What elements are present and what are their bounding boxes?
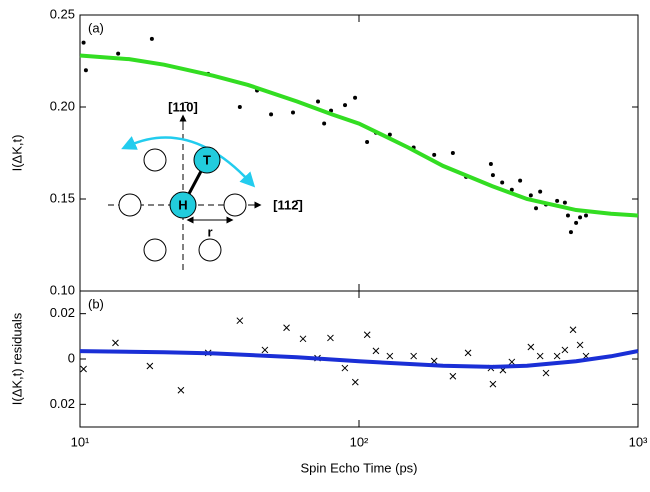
inset-diagram: [11̄0] [112̄] r T H [108, 99, 303, 270]
direction-label: [11̄0] [168, 99, 198, 114]
data-point [365, 139, 370, 144]
data-point [555, 198, 560, 203]
data-point [353, 95, 358, 100]
data-point [83, 68, 88, 73]
data-point [565, 213, 570, 218]
atom-label: H [178, 197, 187, 212]
fit-line [79, 349, 639, 369]
data-cross [261, 346, 269, 354]
data-point [81, 40, 86, 45]
data-cross [527, 343, 535, 351]
data-point [500, 180, 505, 185]
data-cross [576, 341, 584, 349]
x-tick-label: 10² [350, 434, 369, 449]
data-cross [80, 365, 87, 373]
data-point [538, 189, 543, 194]
y-tick-label: 0.25 [50, 6, 75, 21]
data-point [578, 215, 583, 220]
data-cross [341, 364, 349, 372]
y-axis-label: I(ΔK,t) residuals [9, 312, 24, 405]
x-axis-label: Spin Echo Time (ps) [300, 460, 417, 475]
y-tick-label: 0.15 [50, 190, 75, 205]
data-point [316, 99, 321, 104]
site [143, 148, 167, 172]
atom [193, 146, 221, 174]
panel: 0.02 0 0.02 10¹ 10² 10³ (b) I(ΔK,t) residuals Sp… [9, 290, 648, 475]
data-cross [489, 380, 497, 388]
data-point [562, 200, 567, 205]
panel: 0.10 0.15 0.20 0.25 (a) I(ΔK,t) [9, 6, 639, 297]
data-point [387, 132, 392, 137]
data-cross [508, 358, 516, 366]
data-point [574, 220, 579, 225]
y-tick-label: 0 [68, 350, 75, 365]
data-cross [177, 386, 185, 394]
data-cross [449, 372, 457, 380]
site [118, 193, 142, 217]
data-cross [112, 339, 119, 347]
fit-line [79, 53, 639, 218]
data-cross [283, 324, 290, 332]
data-cross [536, 352, 544, 360]
y-tick-label: 0.02 [50, 305, 75, 320]
data-cross [372, 347, 380, 355]
data-cross [386, 352, 394, 360]
site [198, 238, 222, 262]
data-point [432, 152, 437, 157]
data-cross [363, 331, 371, 339]
data-point [450, 151, 455, 155]
data-point [149, 36, 154, 41]
data-point [322, 121, 327, 126]
data-point [528, 193, 533, 198]
atom-label: T [203, 152, 211, 167]
data-point [509, 187, 514, 192]
panel-label: (a) [88, 20, 104, 35]
data-point [518, 178, 523, 183]
rotation-arrow [121, 136, 256, 188]
data-point [116, 51, 121, 56]
data-point [534, 206, 539, 211]
site [143, 238, 167, 262]
data-cross [430, 357, 438, 365]
data-cross [146, 362, 154, 370]
x-tick-label: 10¹ [71, 434, 90, 449]
data-cross [553, 352, 561, 360]
data-cross [410, 352, 418, 360]
data-cross [236, 317, 244, 325]
panel-label: (b) [88, 296, 104, 311]
data-cross [569, 326, 577, 334]
data-point [343, 103, 348, 108]
data-point [490, 173, 495, 178]
data-point [269, 112, 274, 117]
y-axis-label: I(ΔK,t) [9, 135, 24, 172]
y-tick-label: 0.02 [50, 396, 75, 411]
data-cross [299, 335, 307, 343]
data-point [290, 110, 295, 115]
data-point [488, 162, 493, 167]
data-point [568, 230, 573, 235]
data-cross [464, 349, 472, 357]
direction-label: [112̄] [273, 197, 303, 212]
data-cross [561, 346, 569, 354]
data-cross [542, 369, 550, 377]
data-cross [327, 334, 334, 342]
data-point [583, 213, 588, 218]
distance-label: r [207, 224, 212, 239]
data-point [237, 105, 242, 109]
y-tick-label: 0.10 [50, 282, 75, 297]
atom [169, 191, 197, 219]
site [223, 193, 247, 217]
y-tick-label: 0.20 [50, 98, 75, 113]
data-cross [351, 378, 359, 386]
x-tick-label: 10³ [629, 434, 648, 449]
